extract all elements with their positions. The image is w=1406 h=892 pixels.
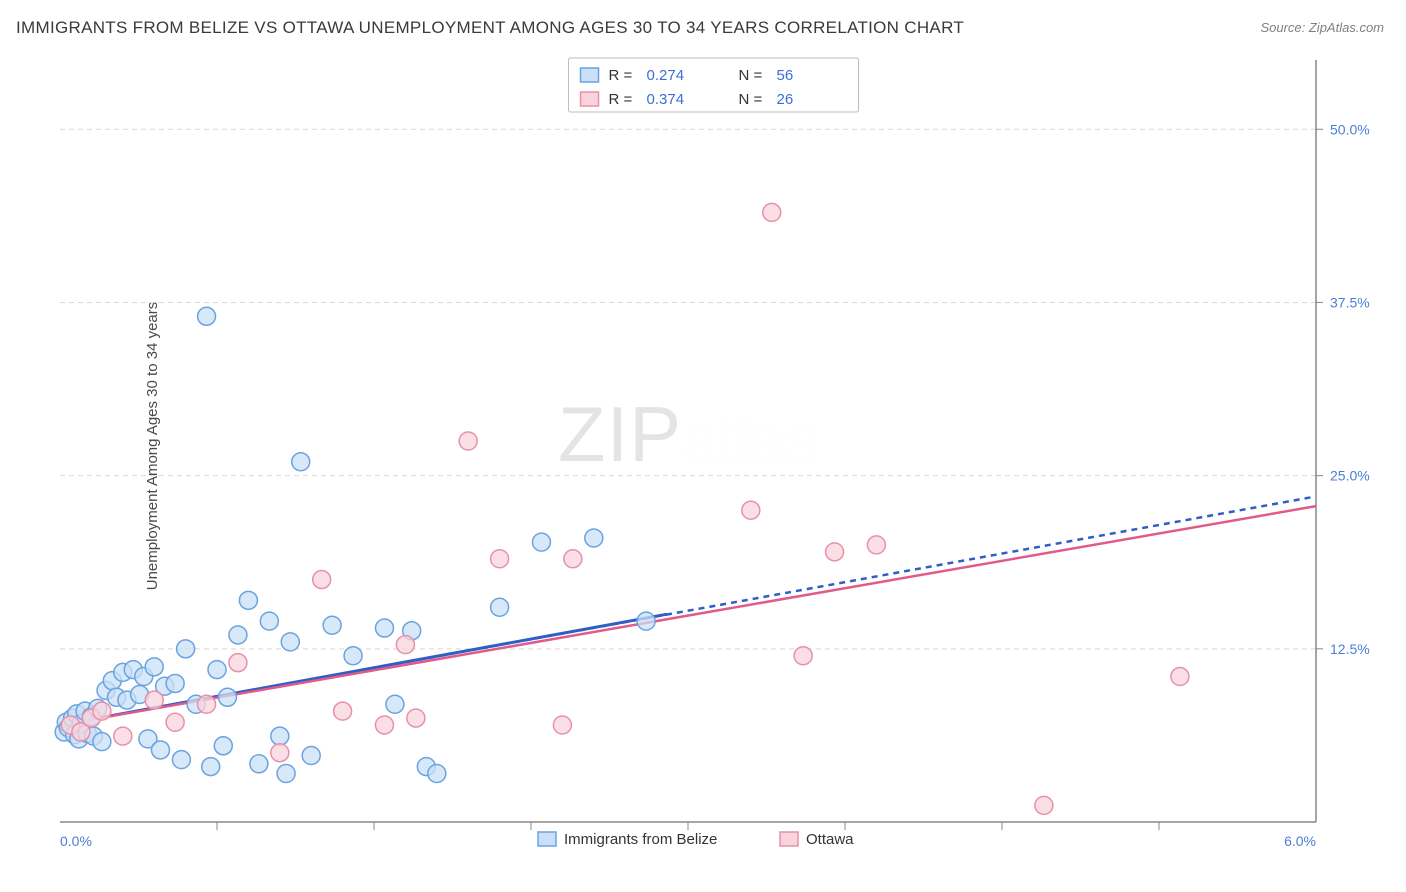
legend-r-label: R = (609, 91, 633, 108)
y-tick-label: 12.5% (1330, 641, 1370, 657)
legend-r-value: 0.274 (647, 67, 685, 84)
data-point (114, 727, 132, 745)
data-point (151, 741, 169, 759)
data-point (585, 529, 603, 547)
data-point (198, 307, 216, 325)
data-point (826, 543, 844, 561)
data-point (292, 453, 310, 471)
data-point (202, 758, 220, 776)
chart-area: ZIPatlas0.0%6.0%12.5%25.0%37.5%50.0%R = … (50, 50, 1386, 852)
legend-label: Ottawa (806, 831, 854, 848)
data-point (334, 702, 352, 720)
data-point (166, 674, 184, 692)
data-point (407, 709, 425, 727)
data-point (428, 765, 446, 783)
legend-swatch (780, 832, 798, 846)
data-point (239, 591, 257, 609)
data-point (564, 550, 582, 568)
data-point (1171, 668, 1189, 686)
data-point (313, 571, 331, 589)
data-point (166, 713, 184, 731)
legend-swatch (581, 92, 599, 106)
legend-n-label: N = (739, 91, 763, 108)
legend-n-label: N = (739, 67, 763, 84)
data-point (145, 691, 163, 709)
data-point (302, 746, 320, 764)
data-point (763, 203, 781, 221)
data-point (229, 654, 247, 672)
data-point (532, 533, 550, 551)
data-point (93, 733, 111, 751)
data-point (459, 432, 477, 450)
data-point (277, 765, 295, 783)
data-point (229, 626, 247, 644)
data-point (214, 737, 232, 755)
trend-line-ottawa (60, 506, 1316, 725)
legend-r-label: R = (609, 67, 633, 84)
data-point (323, 616, 341, 634)
legend-r-value: 0.374 (647, 91, 685, 108)
scatter-chart-svg: ZIPatlas0.0%6.0%12.5%25.0%37.5%50.0%R = … (50, 50, 1386, 852)
data-point (250, 755, 268, 773)
data-point (271, 744, 289, 762)
data-point (396, 636, 414, 654)
data-point (281, 633, 299, 651)
data-point (198, 695, 216, 713)
y-tick-label: 50.0% (1330, 121, 1370, 137)
series-ottawa (61, 203, 1188, 814)
legend-n-value: 26 (777, 91, 794, 108)
data-point (867, 536, 885, 554)
data-point (172, 751, 190, 769)
data-point (491, 550, 509, 568)
series-legend: Immigrants from Belize Ottawa (538, 831, 854, 848)
data-point (491, 598, 509, 616)
x-tick-label: 6.0% (1284, 833, 1316, 849)
data-point (742, 501, 760, 519)
y-tick-label: 25.0% (1330, 468, 1370, 484)
data-point (386, 695, 404, 713)
watermark: ZIPatlas (558, 390, 818, 478)
source-attribution: Source: ZipAtlas.com (1260, 20, 1384, 35)
data-point (271, 727, 289, 745)
legend-swatch (538, 832, 556, 846)
data-point (375, 619, 393, 637)
x-tick-label: 0.0% (60, 833, 92, 849)
data-point (208, 661, 226, 679)
y-tick-label: 37.5% (1330, 294, 1370, 310)
data-point (375, 716, 393, 734)
data-point (145, 658, 163, 676)
legend-swatch (581, 68, 599, 82)
chart-title: IMMIGRANTS FROM BELIZE VS OTTAWA UNEMPLO… (16, 18, 964, 38)
data-point (637, 612, 655, 630)
data-point (260, 612, 278, 630)
data-point (177, 640, 195, 658)
data-point (93, 702, 111, 720)
data-point (344, 647, 362, 665)
data-point (1035, 796, 1053, 814)
data-point (794, 647, 812, 665)
legend-label: Immigrants from Belize (564, 831, 717, 848)
data-point (553, 716, 571, 734)
data-point (218, 688, 236, 706)
legend-n-value: 56 (777, 67, 794, 84)
